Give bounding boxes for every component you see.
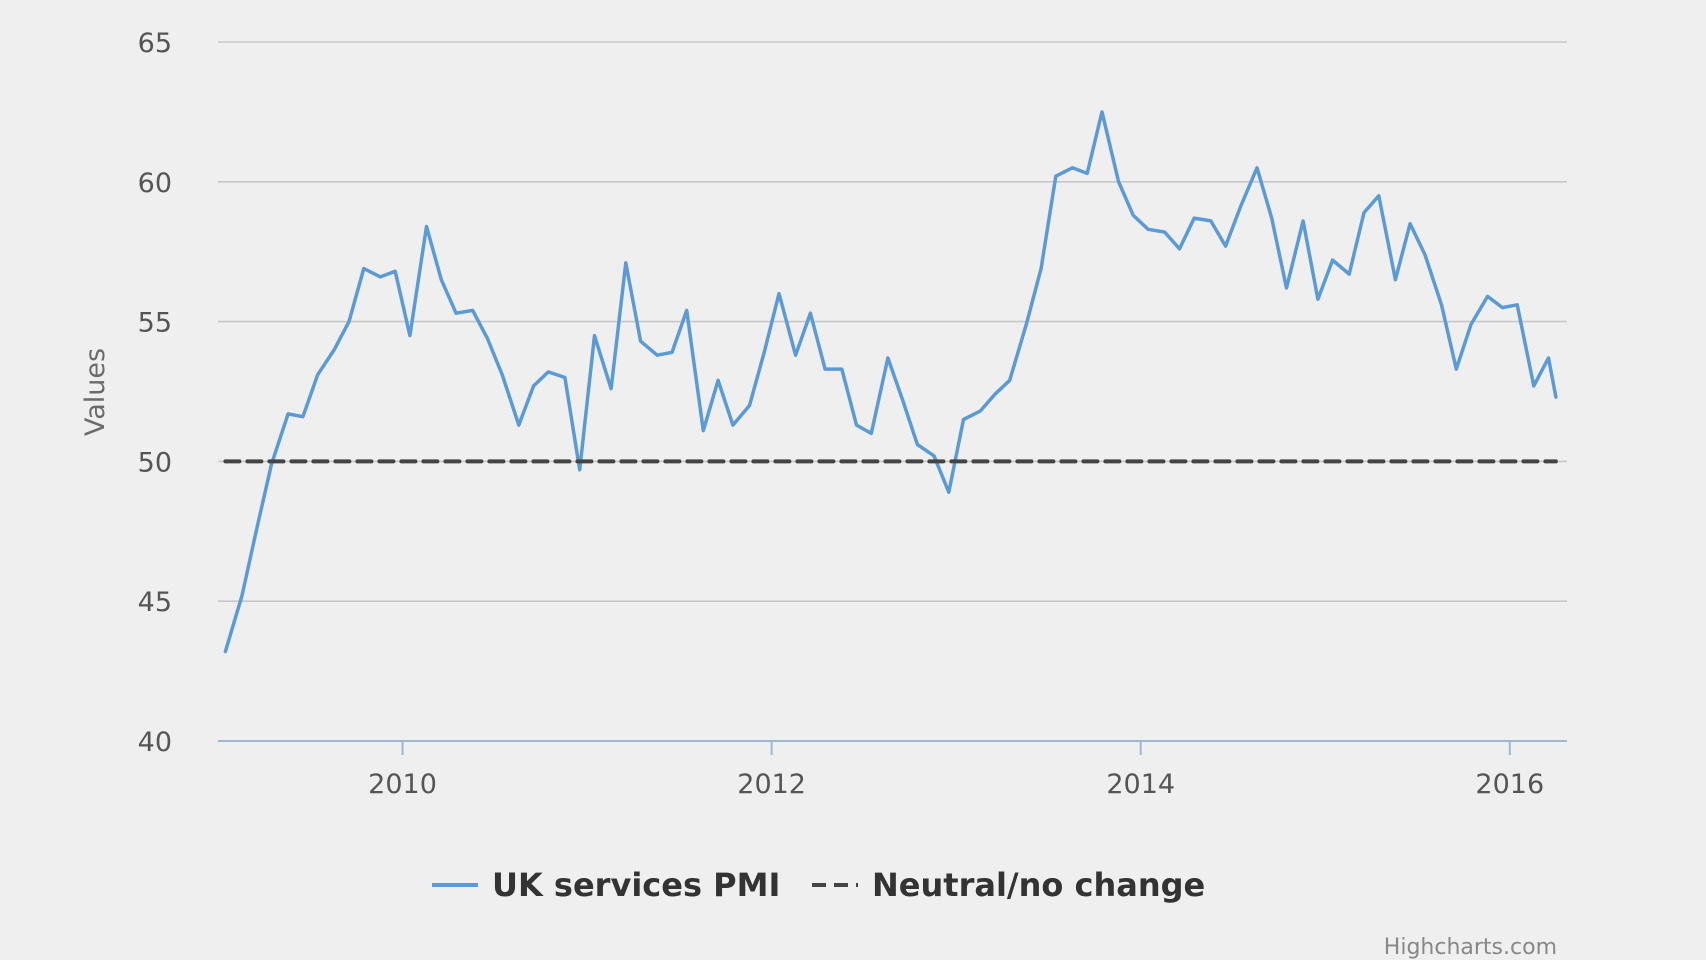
y-tick-label-50: 50	[138, 447, 172, 478]
y-axis: 40 45 50 55 60 65	[138, 28, 172, 758]
y-tick-label-55: 55	[138, 308, 172, 339]
x-axis: 2010 2012 2014 2016	[368, 741, 1544, 800]
x-tick-label-2010: 2010	[368, 769, 437, 800]
legend: UK services PMI Neutral/no change	[432, 866, 1205, 904]
x-tick-label-2012: 2012	[737, 769, 806, 800]
series-line-uk-services-pmi	[223, 110, 1558, 654]
x-tick-label-2016: 2016	[1475, 769, 1544, 800]
legend-label-neutral: Neutral/no change	[872, 866, 1205, 904]
y-axis-title: Values	[80, 348, 111, 436]
legend-item-neutral[interactable]: Neutral/no change	[812, 866, 1205, 904]
credits-link[interactable]: Highcharts.com	[1384, 935, 1557, 960]
legend-item-ukpmi[interactable]: UK services PMI	[432, 866, 780, 904]
y-tick-label-60: 60	[138, 168, 172, 199]
legend-label-ukpmi: UK services PMI	[492, 866, 780, 904]
x-tick-label-2014: 2014	[1106, 769, 1175, 800]
series-layer	[223, 110, 1558, 654]
grid-lines	[218, 41, 1567, 742]
y-tick-label-40: 40	[138, 727, 172, 758]
y-tick-label-45: 45	[138, 587, 172, 618]
y-tick-label-65: 65	[138, 28, 172, 59]
